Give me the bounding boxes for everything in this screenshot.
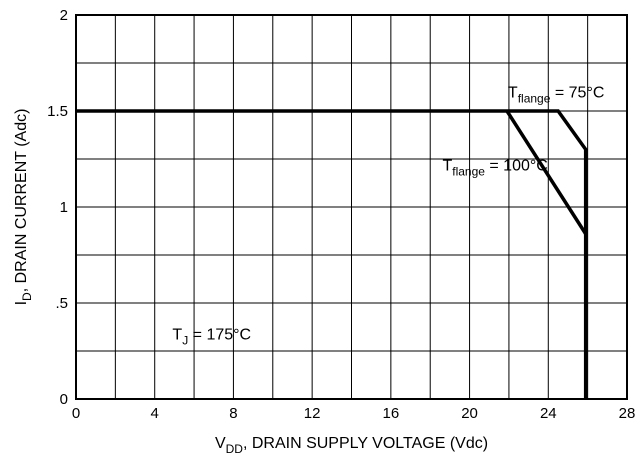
annotation-sub: J <box>182 333 188 347</box>
annotation-3: TJ = 175°C <box>172 326 251 347</box>
grid <box>76 15 627 399</box>
series-line-1 <box>76 109 588 399</box>
x-tick-label: 0 <box>72 405 80 422</box>
annotation-sub: flange <box>452 165 485 179</box>
series-line-2 <box>505 110 588 235</box>
y-tick-label: 0 <box>60 391 68 408</box>
annotation-main: T <box>442 158 452 175</box>
y-axis-label-rest: , DRAIN CURRENT (Adc) <box>13 109 30 293</box>
x-tick-label: 12 <box>304 405 321 422</box>
plot-frame <box>75 14 628 400</box>
y-tick-label: .5 <box>55 295 68 312</box>
x-tick-labels: 0 4 8 12 16 20 24 28 <box>72 405 636 422</box>
x-tick-label: 8 <box>229 405 237 422</box>
y-axis-label: ID, DRAIN CURRENT (Adc) <box>13 109 34 306</box>
annotation-1: Tflange = 75°C <box>508 85 604 106</box>
y-tick-labels: 0 .5 1 1.5 2 <box>47 7 68 408</box>
y-axis-label-sub: D <box>20 292 34 301</box>
annotation-main: T <box>172 326 182 343</box>
y-tick-label: 2 <box>60 7 68 24</box>
x-tick-label: 28 <box>619 405 636 422</box>
x-axis-label: VDD, DRAIN SUPPLY VOLTAGE (Vdc) <box>215 435 488 456</box>
curves <box>76 109 588 399</box>
x-tick-label: 16 <box>383 405 400 422</box>
x-tick-label: 20 <box>461 405 478 422</box>
annotation-rest: = 175°C <box>188 326 251 343</box>
annotation-sub: flange <box>518 92 551 106</box>
y-axis-label-main: I <box>13 301 30 305</box>
annotation-rest: = 75°C <box>550 85 604 102</box>
annotation-2: Tflange = 100°C <box>442 158 547 179</box>
x-axis-label-rest: , DRAIN SUPPLY VOLTAGE (Vdc) <box>243 435 488 452</box>
y-tick-label: 1.5 <box>47 103 68 120</box>
annotation-main: T <box>508 85 518 102</box>
x-axis-label-sub: DD <box>226 442 244 456</box>
x-tick-label: 4 <box>151 405 159 422</box>
x-axis-label-main: V <box>215 435 226 452</box>
annotation-rest: = 100°C <box>485 158 548 175</box>
y-tick-label: 1 <box>60 199 68 216</box>
x-tick-label: 24 <box>540 405 557 422</box>
